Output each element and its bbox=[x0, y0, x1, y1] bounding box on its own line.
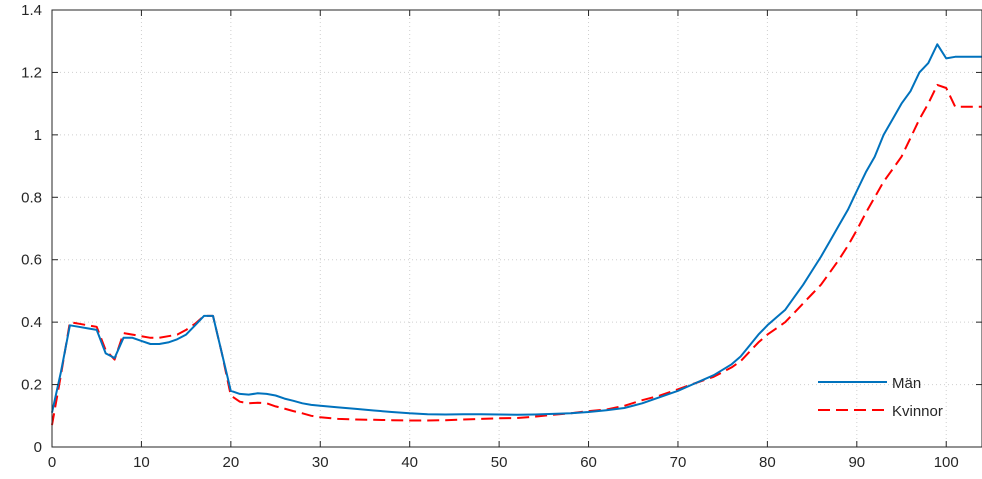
x-tick-label: 20 bbox=[223, 454, 240, 471]
plot-frame bbox=[51, 9, 982, 448]
series-group bbox=[51, 43, 982, 426]
x-tick-label: 50 bbox=[491, 454, 508, 471]
y-tick-label: 0.8 bbox=[21, 189, 42, 206]
plot-background bbox=[52, 10, 982, 447]
y-tick-label: 1 bbox=[34, 127, 42, 144]
x-tick-label: 100 bbox=[934, 454, 959, 471]
x-tick-label: 70 bbox=[670, 454, 687, 471]
x-tick-label: 40 bbox=[401, 454, 418, 471]
x-tick-label: 80 bbox=[759, 454, 776, 471]
y-tick-label: 0.4 bbox=[21, 314, 42, 331]
grid bbox=[52, 10, 982, 447]
x-tick-label: 0 bbox=[48, 454, 56, 471]
y-tick-label: 0.2 bbox=[21, 377, 42, 394]
legend-label-man: Män bbox=[892, 375, 921, 392]
x-tick-label: 10 bbox=[133, 454, 150, 471]
y-tick-label: 0.6 bbox=[21, 252, 42, 269]
x-tick-label: 90 bbox=[848, 454, 865, 471]
legend: Män Kvinnor bbox=[818, 375, 943, 420]
x-tick-label: 60 bbox=[580, 454, 597, 471]
y-tick-label: 1.4 bbox=[21, 2, 42, 19]
x-tick-label: 30 bbox=[312, 454, 329, 471]
legend-label-kvinnor: Kvinnor bbox=[892, 403, 943, 420]
series-line-man bbox=[51, 43, 982, 416]
y-tick-label: 1.2 bbox=[21, 64, 42, 81]
series-line-kvinnor bbox=[51, 83, 982, 426]
axes: 0 10 20 30 40 50 60 70 80 90 100 0 0.2 0.4 0.6 0.8 1 1.2 1… bbox=[21, 2, 982, 471]
y-tick-label: 0 bbox=[34, 439, 42, 456]
